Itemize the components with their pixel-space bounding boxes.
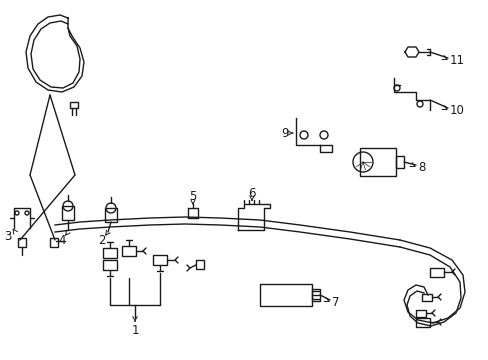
- Bar: [429, 268, 443, 277]
- Bar: [105, 208, 117, 222]
- Bar: [153, 255, 167, 265]
- Bar: [421, 294, 431, 301]
- Text: 2: 2: [98, 234, 105, 247]
- Bar: [415, 318, 429, 327]
- Bar: [395, 156, 403, 168]
- Bar: [103, 260, 117, 270]
- Bar: [311, 289, 319, 301]
- Text: 5: 5: [189, 189, 196, 202]
- Text: 1: 1: [131, 324, 139, 337]
- Bar: [196, 260, 203, 269]
- Text: 8: 8: [417, 161, 425, 174]
- Text: 6: 6: [248, 186, 255, 199]
- Bar: [359, 148, 395, 176]
- Bar: [103, 248, 117, 258]
- Text: 7: 7: [331, 296, 339, 309]
- Text: 10: 10: [449, 104, 464, 117]
- Text: 4: 4: [58, 234, 65, 247]
- Bar: [50, 238, 58, 247]
- Text: 9: 9: [281, 126, 288, 140]
- Text: 11: 11: [449, 54, 464, 67]
- Bar: [70, 102, 78, 108]
- Bar: [415, 310, 425, 317]
- Bar: [122, 246, 136, 256]
- Text: 3: 3: [4, 230, 12, 243]
- Bar: [18, 238, 26, 247]
- Bar: [260, 284, 311, 306]
- Bar: [62, 206, 74, 220]
